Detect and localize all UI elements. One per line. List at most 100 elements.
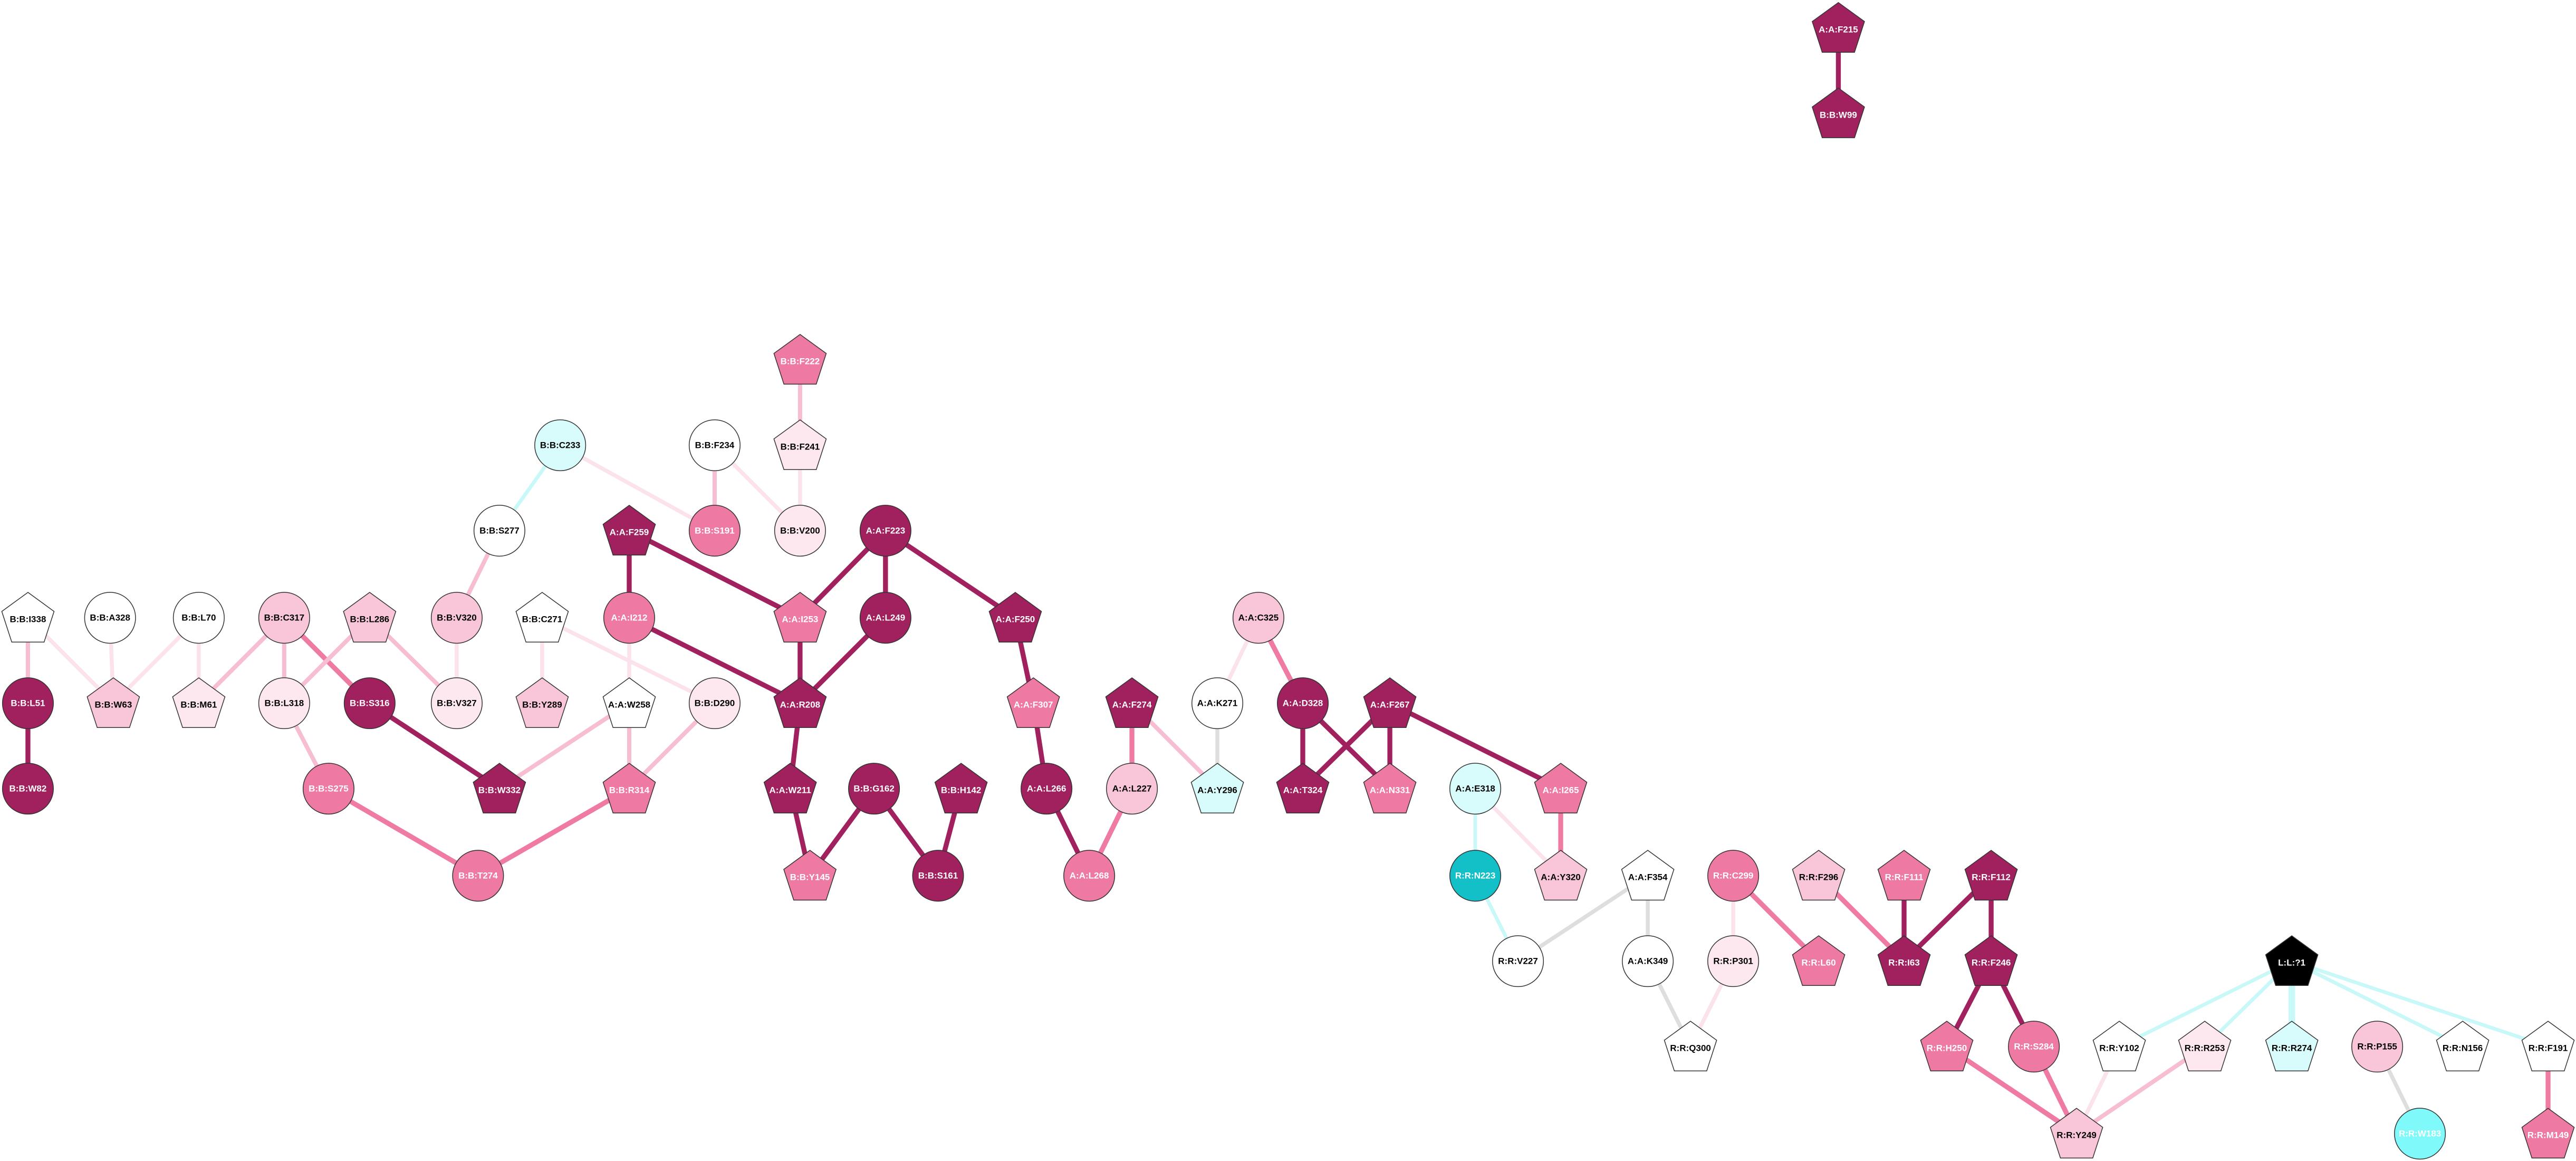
node: B:B:F241 [773,419,827,471]
node-label: R:R:Y249 [2056,1130,2097,1140]
node-label: A:A:L227 [1112,784,1152,794]
node-label: B:B:I338 [9,615,46,625]
node-label: B:B:S191 [695,526,735,536]
node-label: A:A:F354 [1628,872,1668,882]
node: R:R:L60 [1792,935,1846,986]
node: R:R:N156 [2436,1021,2490,1072]
node-label: R:R:F111 [1885,872,1924,882]
node: R:R:P155 [2351,1021,2404,1073]
node: A:A:F215 [1812,2,1865,53]
node-pentagon [2265,935,2319,986]
node-label: A:A:F250 [996,615,1035,625]
node-label: B:B:F222 [781,357,820,367]
node-circle [1191,677,1244,730]
node-label: R:R:W183 [2399,1129,2441,1139]
node-label: L:L:?1 [2278,958,2305,968]
node-label: B:B:C271 [522,615,563,625]
node-circle [2394,1108,2446,1160]
node-circle [430,592,483,644]
node-label: A:A:K349 [1628,956,1668,966]
node-label: A:A:Y296 [1197,785,1237,795]
node-circle [603,592,655,644]
node-label: B:B:L51 [11,698,45,708]
edge [628,528,802,620]
node: R:R:S284 [2008,1021,2060,1073]
node-circle [258,677,310,730]
node-circle [688,677,741,730]
node-pentagon [602,763,656,814]
node: B:B:D290 [688,677,741,730]
node-label: A:A:F307 [1014,700,1053,710]
node-circle [1449,763,1502,815]
node-label: R:R:F296 [1799,872,1839,882]
node: B:B:W63 [86,677,140,728]
node-pentagon [934,763,988,814]
edge [2291,959,2464,1049]
node: A:A:L227 [1106,763,1158,815]
node: B:B:W82 [2,763,54,815]
node-label: B:B:W332 [478,785,521,795]
node-pentagon [783,850,837,901]
node: B:B:Y145 [783,850,837,901]
node: R:R:I63 [1877,935,1931,986]
node-pentagon [1964,850,2018,901]
node-circle [1622,935,1674,987]
node: B:B:L70 [172,592,225,644]
node-pentagon [1,592,55,643]
node-label: B:B:V327 [437,698,477,708]
node-circle [2351,1021,2404,1073]
node-pentagon [1363,763,1417,814]
node: B:B:V320 [430,592,483,644]
node-label: R:R:F246 [1972,958,2011,968]
node-pentagon [2521,1108,2575,1159]
node: R:R:R253 [2178,1021,2232,1072]
node-label: A:A:F274 [1112,700,1152,710]
node-label: B:B:V320 [437,613,477,623]
node-label: B:B:V200 [780,526,820,536]
node: R:R:C299 [1707,850,1760,902]
node: R:R:W183 [2394,1108,2446,1160]
node-label: B:B:L286 [350,615,390,625]
node-label: R:R:L60 [1801,958,1835,968]
node-label: B:B:H142 [941,785,982,795]
node: B:B:F222 [773,334,827,385]
node-label: R:R:N156 [2443,1043,2483,1053]
node-pentagon [1964,935,2018,986]
edge [2075,1044,2206,1136]
node: B:B:Y289 [515,677,569,728]
node: A:A:F354 [1621,850,1675,901]
node-circle [848,763,900,815]
node-label: A:A:D328 [1283,698,1323,708]
node-circle [2,677,54,730]
node: R:R:V227 [1492,935,1544,987]
node-circle [258,592,310,644]
edges [25,27,2551,1136]
node: A:A:N331 [1363,763,1417,814]
node-label: B:B:F241 [781,442,820,452]
node-label: R:R:F191 [2529,1043,2568,1053]
node-label: A:A:I212 [611,613,647,623]
node-circle [912,850,964,902]
node-label: B:B:A328 [90,613,130,623]
node: B:B:M61 [172,677,226,728]
node-label: B:B:Y145 [790,872,830,882]
node: B:B:V327 [430,677,483,730]
node-label: R:R:R274 [2272,1043,2312,1053]
node-pentagon [602,504,656,556]
node-pentagon [1621,850,1675,901]
node-circle [84,592,136,644]
node: R:R:F112 [1964,850,2018,901]
node: R:R:F111 [1877,850,1931,901]
node: B:B:S275 [302,763,354,815]
node-label: R:R:Y102 [2099,1043,2139,1053]
node-pentagon [1877,850,1931,901]
node-label: A:A:I253 [782,615,818,625]
node-label: A:A:I265 [1543,785,1579,795]
node: A:A:D328 [1277,677,1329,730]
node: L:L:?1 [2265,935,2319,986]
edge [559,443,716,533]
node-pentagon [343,592,397,643]
edge [1389,701,1562,791]
node-label: B:B:F234 [695,440,735,450]
node-label: A:A:R208 [780,700,821,710]
